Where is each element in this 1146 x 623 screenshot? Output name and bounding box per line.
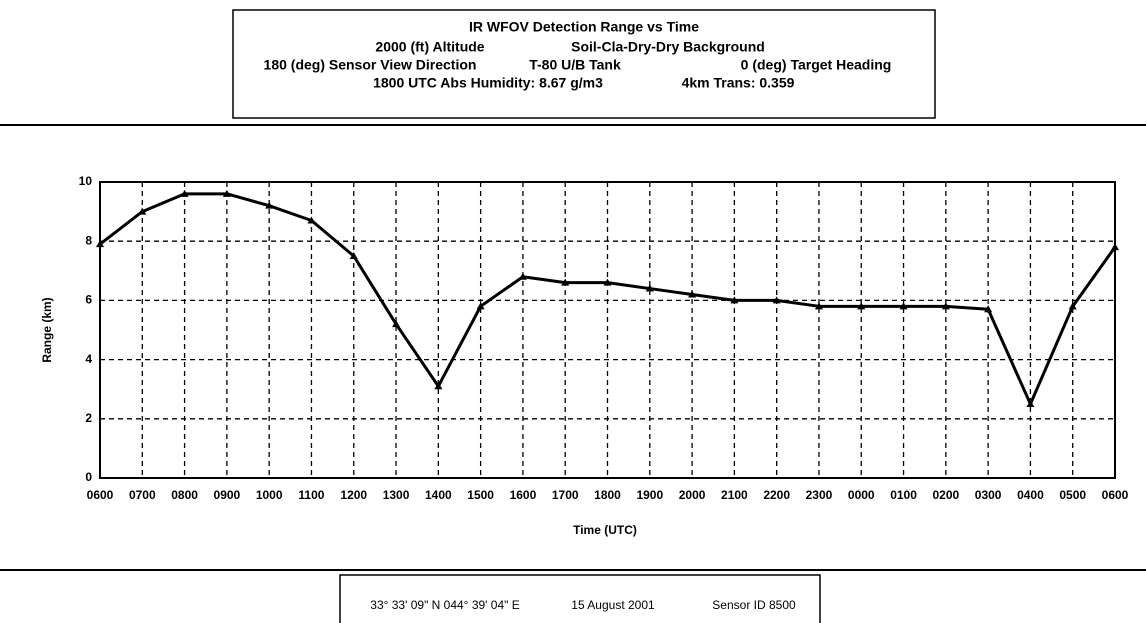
header-text: 4km Trans: 0.359 [682,75,795,91]
header-text: 2000 (ft) Altitude [375,39,484,55]
data-point [899,302,908,310]
header-text: 180 (deg) Sensor View Direction [264,57,477,73]
footer-text: Sensor ID 8500 [712,598,796,612]
data-point [603,278,612,286]
x-tick-label: 0100 [890,488,917,502]
footer-text: 15 August 2001 [571,598,655,612]
x-tick-label: 1700 [552,488,579,502]
x-tick-label: 0000 [848,488,875,502]
y-tick-label: 10 [79,174,93,188]
x-tick-label: 1100 [298,488,324,502]
data-point [434,382,443,390]
x-tick-label: 0500 [1059,488,1086,502]
header-text: 0 (deg) Target Heading [741,57,892,73]
y-tick-label: 6 [85,293,92,307]
x-tick-label: 2100 [721,488,748,502]
y-tick-label: 8 [85,233,92,247]
x-tick-label: 0700 [129,488,156,502]
data-point [138,207,147,215]
x-tick-label: 1000 [256,488,283,502]
x-tick-label: 1400 [425,488,452,502]
x-tick-label: 0600 [87,488,114,502]
header-text: T-80 U/B Tank [529,57,621,73]
x-tick-label: 1300 [383,488,410,502]
x-axis-label: Time (UTC) [573,523,637,537]
data-point [392,320,401,328]
data-point [1068,302,1077,310]
data-point [1111,243,1119,251]
data-point [772,296,781,304]
header-text: 1800 UTC Abs Humidity: 8.67 g/m3 [373,75,603,91]
x-tick-label: 0400 [1017,488,1044,502]
footer-text: 33° 33' 09" N 044° 39' 04" E [370,598,519,612]
y-tick-label: 2 [85,411,92,425]
data-point [1026,400,1035,407]
y-tick-label: 0 [85,470,92,484]
x-tick-label: 1600 [510,488,537,502]
data-point [730,296,739,304]
data-point [307,216,316,224]
x-tick-label: 1800 [594,488,621,502]
x-tick-label: 2200 [763,488,790,502]
data-point [984,305,993,313]
data-point [814,302,823,310]
x-tick-label: 0600 [1102,488,1129,502]
header-box [232,9,936,119]
header-text: Soil-Cla-Dry-Dry Background [571,39,765,55]
data-point [688,290,697,298]
y-tick-label: 4 [85,352,92,366]
y-axis-label: Range (km) [40,297,54,362]
x-tick-label: 0300 [975,488,1002,502]
data-point [180,189,189,197]
x-tick-label: 0800 [171,488,198,502]
data-point [476,302,485,310]
x-tick-label: 1900 [636,488,663,502]
data-point [857,302,866,310]
chart-title: IR WFOV Detection Range vs Time [469,19,699,35]
x-tick-label: 2300 [806,488,833,502]
data-point [265,201,274,209]
data-point [222,189,231,197]
data-point [349,252,358,259]
x-tick-label: 0200 [932,488,959,502]
data-point [941,302,950,310]
x-tick-label: 2000 [679,488,706,502]
data-point [561,278,570,286]
data-point [96,240,104,248]
x-tick-label: 0900 [214,488,241,502]
data-point [645,284,654,292]
footer-box [339,574,821,623]
plot-frame [99,181,1116,479]
data-point [518,272,527,280]
x-tick-label: 1500 [467,488,494,502]
x-tick-label: 1200 [340,488,367,502]
